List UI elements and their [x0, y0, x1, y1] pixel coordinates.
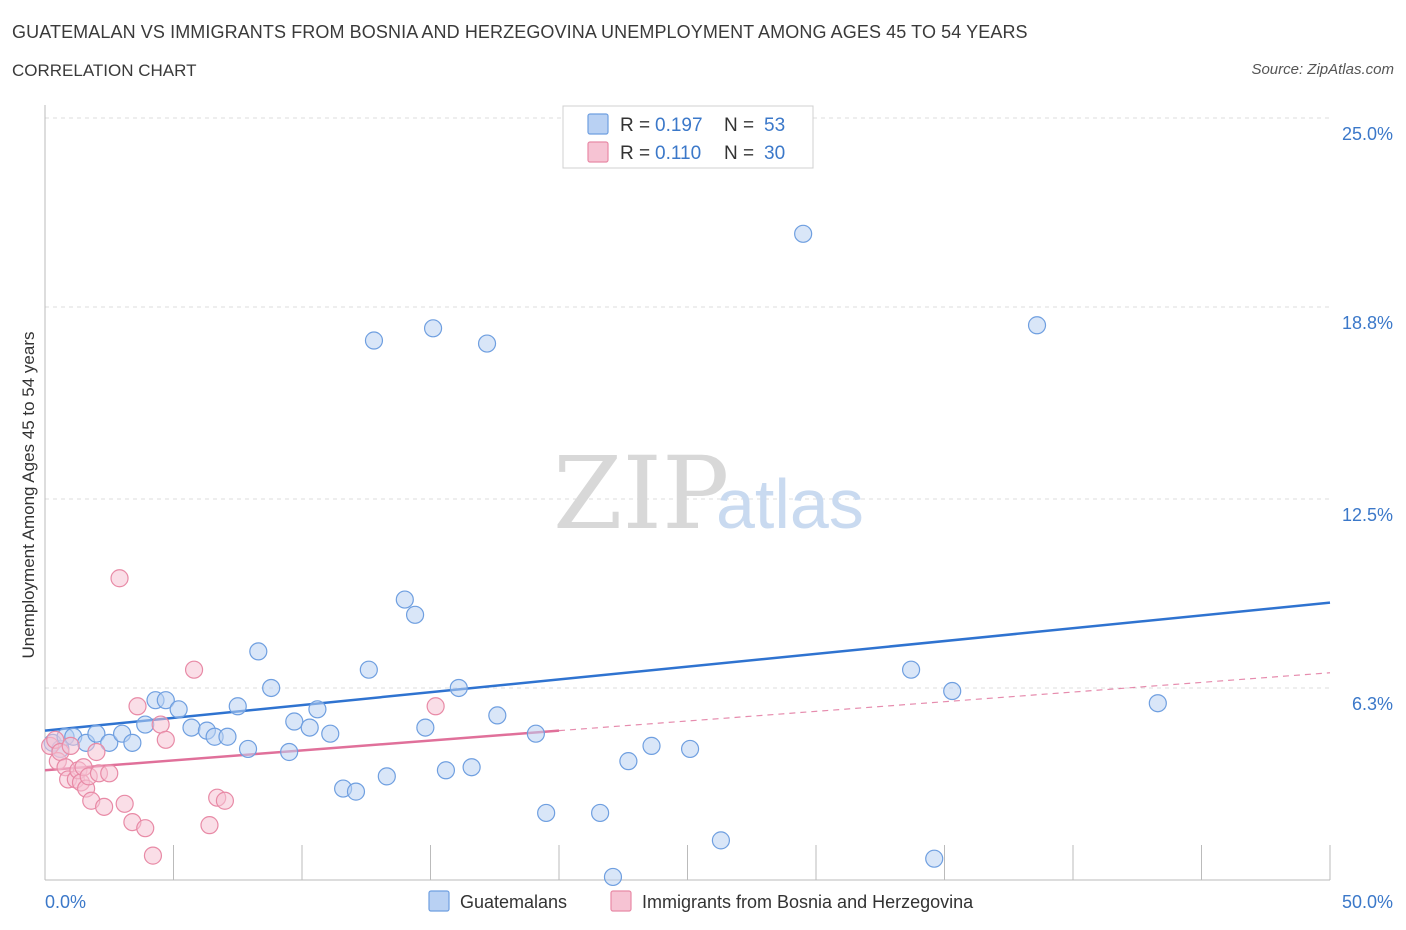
legend-n-label-1: N =	[724, 143, 754, 164]
bottom-legend-swatch-guatemalans	[428, 890, 450, 912]
bosnia-point-25	[156, 730, 175, 749]
bosnia-point-29	[215, 791, 234, 810]
bottom-legend-label-guatemalans: Guatemalans	[460, 892, 567, 912]
trend-line-0	[44, 601, 1331, 732]
guatemalans-point-51	[943, 681, 962, 701]
legend-r-label-0: R =	[620, 115, 650, 136]
guatemalans-point-20	[262, 678, 281, 698]
bottom-legend-label-bosnia: Immigrants from Bosnia and Herzegovina	[642, 892, 974, 912]
grid-lines	[45, 117, 1330, 689]
bosnia-point-19	[115, 794, 134, 813]
axes	[44, 105, 1331, 881]
bottom-legend-swatch-bosnia	[610, 890, 632, 912]
guatemalans-point-27	[346, 782, 366, 801]
bosnia-point-23	[143, 846, 163, 865]
guatemalans-point-31	[395, 590, 414, 609]
source-credit: Source: ZipAtlas.com	[1251, 61, 1394, 78]
guatemalans-point-48	[794, 224, 813, 243]
guatemalans-point-13	[182, 718, 201, 737]
legend-r-value-0: 0.197	[655, 115, 703, 136]
guatemalans-point-32	[405, 605, 425, 624]
bosnia-point-26	[184, 660, 204, 679]
guatemalans-point-30	[377, 767, 396, 786]
x-tick-label-1: 50.0%	[1342, 892, 1393, 912]
legend-n-value-1: 30	[764, 143, 785, 164]
x-tick-label-0: 0.0%	[45, 892, 86, 912]
guatemalans-point-39	[488, 706, 507, 725]
bosnia-point-24	[151, 715, 170, 734]
guatemalans-point-35	[436, 761, 456, 780]
legend-n-value-0: 53	[764, 115, 785, 136]
watermark-zip: ZIP	[553, 435, 729, 552]
chart-title: GUATEMALAN VS IMMIGRANTS FROM BOSNIA AND…	[12, 22, 1028, 42]
chart-subtitle: CORRELATION CHART	[12, 61, 197, 80]
guatemalans-point-16	[218, 727, 237, 746]
bosnia-point-17	[100, 764, 119, 783]
guatemalans-point-6	[100, 733, 119, 752]
guatemalans-point-34	[423, 319, 443, 338]
guatemalans-point-43	[603, 867, 623, 887]
tick-labels: 6.3% 12.5% 18.8% 25.0% 0.0% 50.0%	[45, 124, 1393, 912]
guatemalans-point-29	[364, 331, 384, 350]
guatemalans-point-19	[249, 642, 268, 661]
bosnia-point-16	[95, 797, 114, 816]
guatemalans-point-28	[359, 660, 378, 679]
bosnia-point-30	[426, 697, 445, 716]
guatemalans-point-45	[642, 736, 661, 755]
legend-r-label-1: R =	[620, 143, 650, 164]
guatemalans-point-24	[308, 700, 327, 719]
guatemalans-point-42	[591, 803, 610, 823]
guatemalans-point-36	[449, 678, 468, 698]
guatemalans-point-47	[711, 831, 731, 850]
guatemalans-point-46	[680, 739, 700, 759]
guatemalans-point-11	[156, 691, 175, 710]
bosnia-point-22	[136, 819, 155, 838]
guatemalans-point-9	[136, 715, 155, 734]
legend-swatch-bosnia	[587, 141, 609, 163]
guatemalans-point-41	[537, 803, 556, 823]
trend-line-extension-1	[558, 672, 1331, 732]
legend-r-value-1: 0.110	[655, 143, 701, 164]
guatemalans-point-17	[228, 697, 247, 716]
guatemalans-point-5	[87, 724, 106, 743]
guatemalans-point-12	[169, 700, 188, 719]
guatemalans-point-38	[477, 334, 497, 353]
guatemalans-point-50	[925, 849, 944, 868]
bosnia-point-18	[110, 569, 129, 588]
guatemalans-point-21	[280, 742, 299, 762]
legend-n-label-0: N =	[724, 115, 754, 136]
y-axis-title: Unemployment Among Ages 45 to 54 years	[19, 332, 38, 659]
watermark: ZIP atlas	[553, 435, 864, 552]
y-tick-label-3: 25.0%	[1342, 124, 1393, 144]
guatemalans-point-40	[526, 724, 545, 743]
bosnia-point-14	[87, 742, 106, 762]
guatemalans-point-18	[238, 739, 258, 759]
guatemalans-point-53	[1148, 694, 1167, 713]
y-tick-label-0: 6.3%	[1352, 694, 1393, 714]
guatemalans-point-22	[285, 712, 304, 731]
guatemalans-point-8	[123, 733, 142, 752]
guatemalans-point-33	[416, 718, 435, 737]
legend-swatch-guatemalans	[587, 113, 609, 135]
watermark-atlas: atlas	[716, 465, 864, 543]
guatemalans-point-23	[300, 718, 319, 737]
guatemalans-point-37	[462, 758, 481, 777]
trend-line-1	[44, 729, 560, 772]
bosnia-point-21	[128, 697, 147, 716]
guatemalans-point-25	[321, 724, 340, 743]
bosnia-point-6	[61, 736, 80, 755]
guatemalans-point-49	[901, 660, 921, 679]
y-tick-label-1: 12.5%	[1342, 505, 1393, 525]
y-tick-label-2: 18.8%	[1342, 313, 1393, 333]
guatemalans-point-44	[619, 752, 638, 771]
bosnia-point-27	[200, 816, 219, 835]
data-points	[41, 224, 1167, 887]
guatemalans-point-52	[1027, 316, 1047, 335]
trend-lines	[44, 601, 1331, 772]
top-legend: R = 0.197 N = 53 R = 0.110 N = 30	[562, 105, 814, 169]
bottom-legend: Guatemalans Immigrants from Bosnia and H…	[428, 890, 974, 912]
